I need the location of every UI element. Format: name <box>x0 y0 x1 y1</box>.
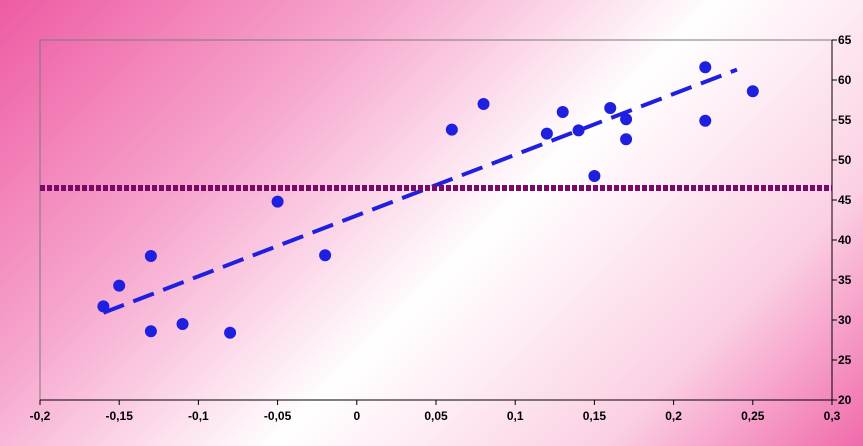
data-point <box>477 98 490 110</box>
x-tick-label: 0,15 <box>583 409 607 423</box>
x-tick-label: 0,1 <box>507 409 524 423</box>
y-tick-label: 60 <box>838 73 852 87</box>
x-tick-label: 0,2 <box>665 409 682 423</box>
y-tick-label: 30 <box>838 313 852 327</box>
data-point <box>699 114 712 127</box>
data-point <box>144 325 157 338</box>
data-point <box>271 195 284 208</box>
x-axis-ticks: -0,2 -0,15 -0,1 -0,05 0 0,05 0,1 0,15 0,2 0,25 0,3 <box>30 400 841 423</box>
x-tick-label: -0,1 <box>188 409 209 423</box>
y-tick-label: 25 <box>838 353 852 367</box>
x-tick-label: -0,05 <box>264 409 292 423</box>
y-tick-label: 65 <box>838 33 852 47</box>
x-tick-label: -0,2 <box>30 409 51 423</box>
x-tick-label: 0,3 <box>824 409 841 423</box>
data-point <box>319 249 332 262</box>
data-point <box>113 279 126 292</box>
data-point <box>620 113 633 126</box>
y-axis-ticks: 20 25 30 35 40 45 50 55 60 65 <box>832 33 852 407</box>
data-point <box>556 106 569 118</box>
plot-area <box>39 39 833 401</box>
data-point <box>144 250 157 262</box>
data-point <box>224 326 237 339</box>
series-layer <box>40 61 832 339</box>
y-tick-label: 40 <box>838 233 852 247</box>
data-point <box>540 127 553 140</box>
y-tick-label: 35 <box>838 273 852 287</box>
trend-dashed-line <box>102 67 738 315</box>
x-tick-label: 0,05 <box>424 409 448 423</box>
y-tick-label: 20 <box>838 393 852 407</box>
data-point <box>588 170 601 182</box>
x-tick-label: 0 <box>353 409 360 423</box>
data-point <box>572 124 585 137</box>
data-point <box>620 133 633 146</box>
data-point <box>746 85 759 98</box>
data-point <box>445 123 458 136</box>
data-point <box>604 102 617 114</box>
x-tick-label: 0,25 <box>741 409 765 423</box>
data-point <box>699 61 712 74</box>
y-tick-label: 50 <box>838 153 852 167</box>
y-tick-label: 45 <box>838 193 852 207</box>
x-tick-label: -0,15 <box>106 409 134 423</box>
data-point <box>176 318 189 330</box>
y-tick-label: 55 <box>838 113 852 127</box>
data-point <box>97 300 110 313</box>
